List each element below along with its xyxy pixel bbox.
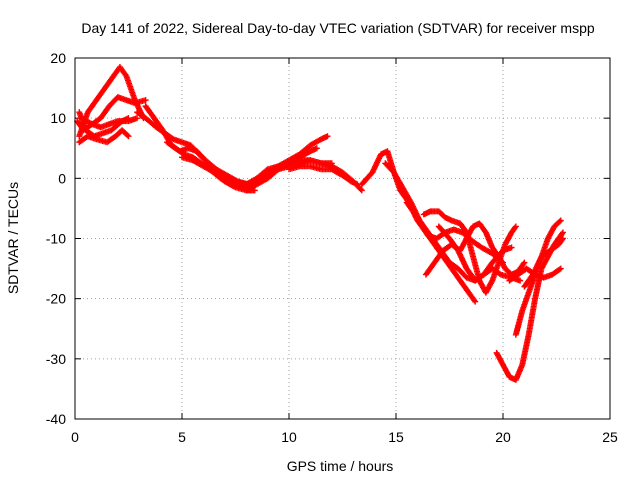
data-point: [324, 133, 331, 140]
data-point: [124, 132, 131, 139]
series-track-7: [142, 103, 252, 188]
data-point: [134, 115, 141, 122]
data-point: [471, 297, 478, 304]
series-track-18: [422, 220, 528, 278]
y-tick-label: -10: [46, 231, 66, 247]
series-track-24: [521, 235, 566, 290]
data-point: [559, 229, 566, 236]
data-point: [517, 277, 524, 284]
data-point: [559, 235, 566, 242]
data-series: [74, 64, 566, 383]
y-tick-label: -40: [46, 411, 66, 427]
x-tick-label: 25: [602, 429, 618, 445]
x-axis-title: GPS time / hours: [287, 458, 394, 474]
series-track-15: [358, 148, 506, 266]
series-track-5: [74, 115, 141, 134]
data-point: [125, 133, 132, 140]
data-point: [557, 265, 564, 272]
series-track-4: [76, 127, 132, 146]
data-point: [328, 160, 335, 167]
y-tick-label: -20: [46, 291, 66, 307]
y-tick-label: 0: [58, 170, 66, 186]
series-track-20: [435, 223, 515, 284]
series-track-1: [76, 64, 147, 140]
data-point: [511, 224, 518, 231]
y-tick-label: 10: [50, 110, 66, 126]
y-tick-label: -30: [46, 351, 66, 367]
data-point: [313, 145, 320, 152]
x-tick-labels: 0 5 10 15 20 25: [71, 429, 618, 445]
x-tick-label: 15: [388, 429, 404, 445]
series-track-14: [253, 145, 320, 182]
data-point: [559, 236, 566, 243]
series-track-13: [286, 163, 361, 188]
x-tick-label: 20: [495, 429, 511, 445]
plot-frame: [74, 57, 611, 420]
y-axis-title: SDTVAR / TECUs: [5, 182, 21, 294]
data-point: [357, 186, 364, 193]
data-point: [521, 259, 528, 266]
y-tick-label: 20: [50, 50, 66, 66]
x-tick-label: 0: [71, 429, 79, 445]
x-tick-label: 10: [281, 429, 297, 445]
chart-title: Day 141 of 2022, Sidereal Day-to-day VTE…: [81, 20, 594, 36]
y-tick-labels: -40 -30 -20 -10 0 10 20: [46, 50, 66, 427]
x-tick-label: 5: [178, 429, 186, 445]
data-point: [358, 187, 365, 194]
data-point: [512, 223, 519, 230]
data-point: [142, 97, 149, 104]
data-point: [556, 218, 563, 225]
grid-lines: [75, 58, 610, 419]
data-point: [556, 266, 563, 273]
data-point: [472, 298, 479, 305]
data-point: [557, 217, 564, 224]
data-point: [508, 244, 515, 251]
data-point: [520, 260, 527, 267]
data-point: [559, 230, 566, 237]
